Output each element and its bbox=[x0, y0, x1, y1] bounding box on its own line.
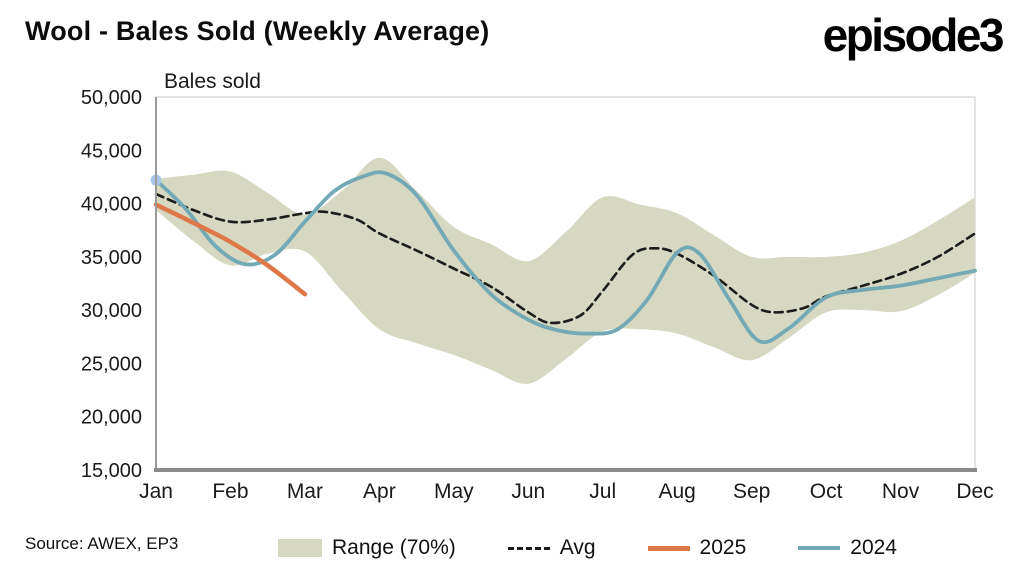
x-tick-label: Apr bbox=[363, 480, 396, 503]
x-tick-label: Dec bbox=[956, 480, 993, 503]
y-tick-label: 35,000 bbox=[81, 247, 142, 269]
y-tick-label: 50,000 bbox=[81, 87, 142, 109]
legend-item-2024: 2024 bbox=[798, 536, 897, 560]
chart-legend: Range (70%) Avg 2025 2024 bbox=[278, 536, 1014, 560]
legend-label-avg: Avg bbox=[559, 536, 596, 559]
avg-dashed-line-swatch-icon bbox=[507, 546, 550, 550]
y-tick-label: 20,000 bbox=[81, 407, 142, 429]
line-2025 bbox=[153, 202, 308, 297]
range-band-swatch-icon bbox=[278, 539, 322, 557]
x-tick-label: Feb bbox=[212, 480, 248, 503]
range-band-area bbox=[156, 157, 975, 384]
y-tick-label: 45,000 bbox=[81, 140, 142, 162]
x-tick-label: Sep bbox=[733, 480, 770, 503]
legend-label-2025: 2025 bbox=[699, 536, 747, 559]
y-tick-label: 15,000 bbox=[81, 460, 142, 482]
source-note: Source: AWEX, EP3 bbox=[25, 534, 179, 553]
y-tick-label: 30,000 bbox=[81, 300, 142, 322]
line-2024 bbox=[154, 170, 977, 345]
y-axis-title: Bales sold bbox=[164, 70, 261, 93]
line-2024-swatch-icon bbox=[798, 546, 841, 550]
legend-label-2024: 2024 bbox=[850, 536, 897, 559]
episode3-logo: episode3 bbox=[822, 9, 1005, 61]
legend-item-avg: Avg bbox=[507, 536, 596, 560]
x-tick-label: Oct bbox=[810, 480, 843, 503]
x-tick-label: May bbox=[434, 480, 474, 503]
legend-label-range: Range (70%) bbox=[332, 536, 456, 559]
y-tick-label: 40,000 bbox=[81, 194, 142, 216]
legend-item-2025: 2025 bbox=[647, 536, 747, 560]
x-tick-label: Mar bbox=[287, 480, 323, 503]
y-tick-label: 25,000 bbox=[81, 353, 142, 375]
legend-item-range: Range (70%) bbox=[278, 536, 456, 560]
page-title: Wool - Bales Sold (Weekly Average) bbox=[25, 16, 490, 46]
line-2025-swatch-icon bbox=[647, 545, 690, 551]
x-tick-label: Jun bbox=[511, 480, 545, 503]
x-tick-label: Jul bbox=[589, 480, 616, 503]
x-tick-label: Jan bbox=[139, 480, 173, 503]
x-tick-label: Nov bbox=[882, 480, 920, 503]
x-tick-label: Aug bbox=[658, 480, 695, 503]
